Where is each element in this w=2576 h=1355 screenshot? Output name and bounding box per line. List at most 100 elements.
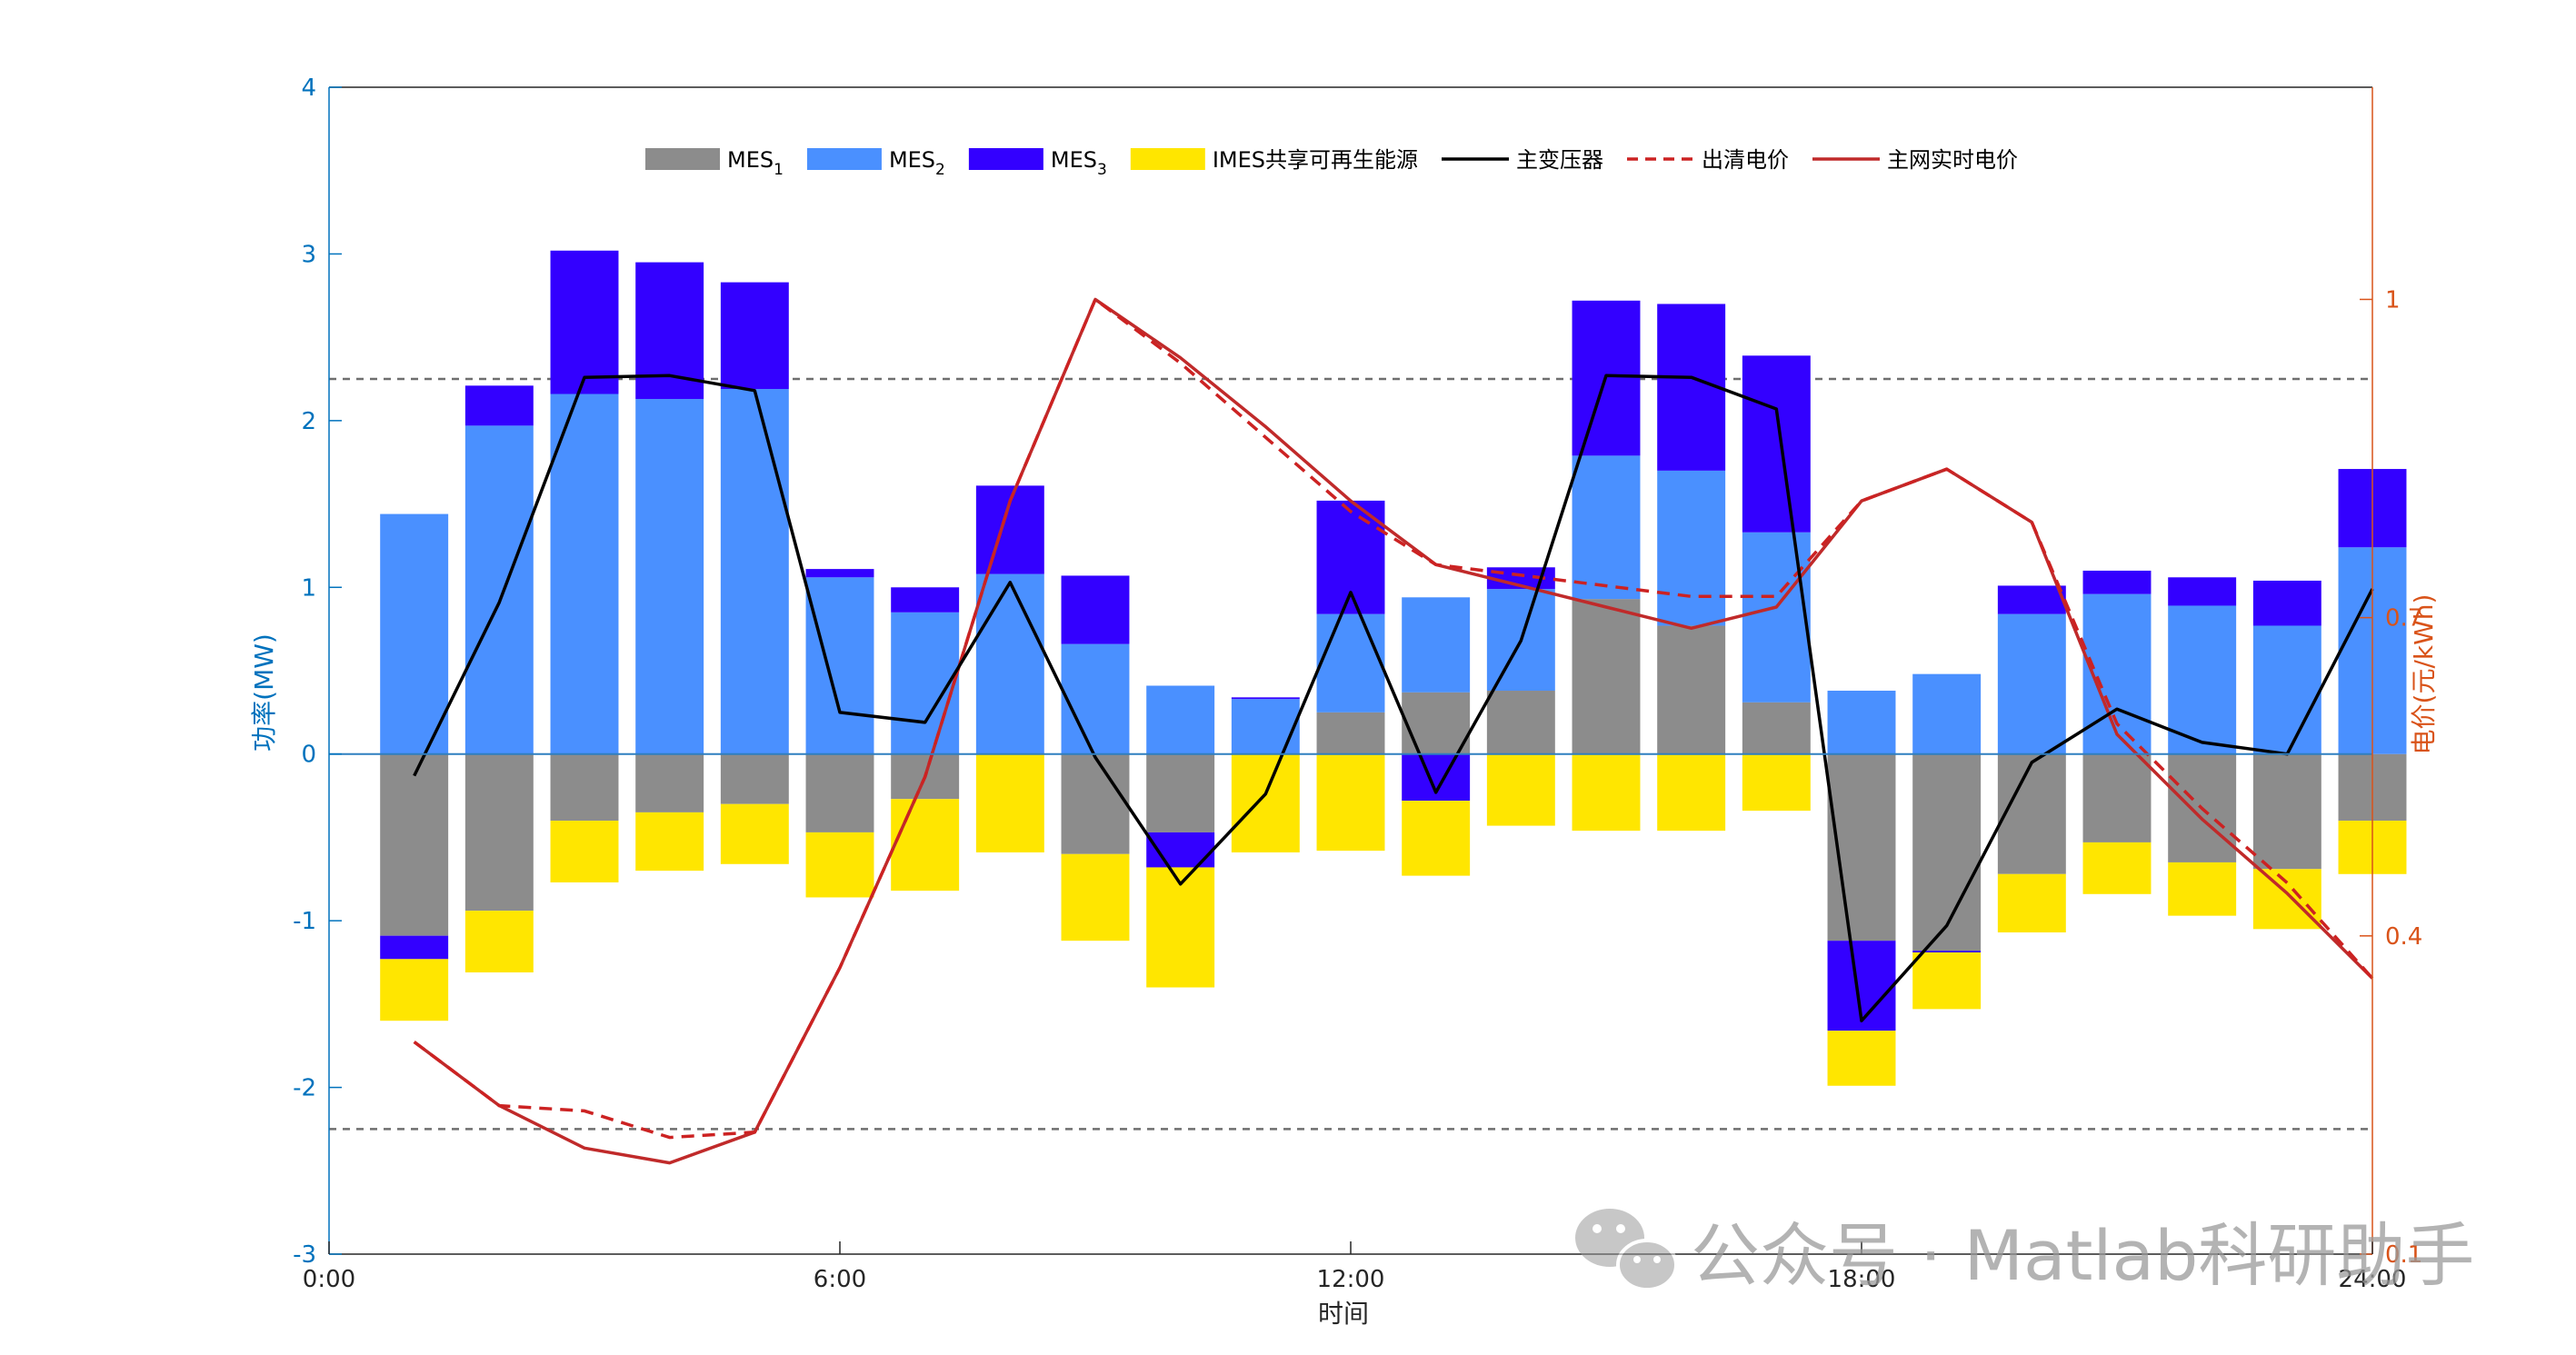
bar-mes2 [1912,673,1982,754]
bar-mes3 [2168,577,2237,606]
bar-mes2 [380,513,449,754]
bar-mes1 [1572,599,1641,754]
x-tick-label: 18:00 [1828,1266,1896,1293]
bar-mes2 [975,573,1044,754]
bar-mes3 [1061,575,1130,644]
bar-mes1 [550,753,619,822]
y-tick-label-left: -2 [293,1075,316,1102]
bar-renew [1657,753,1726,832]
legend-item-renew: IMES共享可再生能源 [1130,147,1418,173]
legend-label: IMES共享可再生能源 [1213,147,1418,173]
bar-mes3 [380,935,449,960]
bar-renew [464,911,534,973]
bar-mes3 [1912,951,1982,952]
bar-mes2 [1997,613,2066,754]
bar-mes3 [805,569,874,578]
legend-label-subscript: 1 [774,161,784,179]
legend-label: 出清电价 [1702,147,1789,173]
bar-renew [2252,869,2321,930]
bar-renew [1486,753,1555,826]
bar-mes1 [1657,625,1726,754]
bar-mes3 [2252,580,2321,626]
x-tick-label: 0:00 [303,1266,355,1293]
watermark-text: 公众号 · Matlab科研助手 [1691,1215,2474,1296]
bar-mes1 [464,753,534,912]
bar-mes2 [1061,643,1130,754]
legend-label: 主网实时电价 [1887,147,2018,173]
y-axis-label-left: 功率(MW) [249,633,279,752]
bar-mes2 [1316,613,1385,712]
x-axis-label: 时间 [1318,1299,1369,1329]
bar-renew [1316,753,1385,852]
bar-series [380,250,2407,1086]
y-tick-label-right: 0.4 [2385,923,2422,951]
y-tick-label-left: 0 [301,742,316,769]
bar-mes1 [1912,753,1982,951]
bar-renew [1402,801,1471,876]
bar-mes1 [1997,753,2066,874]
bar-renew [720,803,789,864]
y-tick-label-right: 0.7 [2385,605,2422,633]
series-line-transformer [413,374,2374,1022]
legend-label: MES1 [727,147,784,179]
bar-mes2 [805,577,874,754]
bar-renew [1742,753,1811,812]
y-tick-label-left: 4 [301,75,316,102]
legend-swatch [645,148,720,170]
legend-label: 主变压器 [1516,147,1603,173]
bar-mes1 [1742,702,1811,754]
bar-renew [891,799,960,892]
bar-mes2 [1742,532,1811,702]
bar-mes2 [1657,470,1726,626]
bar-mes1 [1402,692,1471,754]
bar-mes2 [1572,455,1641,600]
legend-item-mes3: MES3 [968,147,1107,179]
bar-mes1 [2252,753,2321,870]
bar-renew [1827,1031,1896,1086]
legend-swatch [1130,148,1205,170]
legend-label: MES2 [889,147,945,179]
bar-mes3 [1742,355,1811,533]
bar-renew [805,832,874,898]
bar-renew [380,959,449,1021]
x-tick-label: 24:00 [2339,1266,2407,1293]
x-tick-label: 6:00 [814,1266,866,1293]
bar-renew [1061,853,1130,942]
legend-swatch [806,148,882,170]
bar-mes1 [720,753,789,804]
bar-renew [1146,867,1215,988]
y-tick-label-left: 3 [301,241,316,268]
bar-renew [2168,862,2237,916]
y-tick-label-right: 0.1 [2385,1241,2422,1269]
bar-mes1 [1061,753,1130,854]
bar-mes3 [1997,585,2066,614]
bar-renew [1912,951,1982,1010]
bar-renew [1997,873,2066,932]
bar-mes1 [805,753,874,832]
watermark: 公众号 · Matlab科研助手 [1575,1209,2474,1296]
legend-item-transformer: 主变压器 [1442,147,1603,173]
y-tick-label-left: 1 [301,574,316,602]
bar-mes1 [2082,753,2152,842]
bar-mes2 [1827,691,1896,754]
bar-renew [2082,842,2152,894]
y-tick-label-left: -1 [293,908,316,935]
bar-renew [550,821,619,882]
legend-label-subscript: 2 [935,161,945,179]
bar-mes1 [380,753,449,936]
legend-item-clearing: 出清电价 [1627,147,1789,173]
axes: -3 -2 -1 0 1 2 3 4 0.1 0.4 0.7 1 0:00 6:00 12:00 18:00 2… [293,75,2422,1293]
line-series [413,296,2374,1165]
legend-item-mes1: MES1 [645,147,784,179]
legend-item-grid: 主网实时电价 [1812,147,2018,173]
bar-renew [635,812,704,872]
bar-mes2 [464,425,534,754]
legend-label-subscript: 3 [1097,161,1107,179]
bar-renew [975,753,1044,852]
bar-mes3 [1231,697,1300,700]
y-tick-label-left: 2 [301,408,316,435]
bar-mes2 [550,394,619,754]
bar-mes2 [635,399,704,754]
y-tick-label-right: 1 [2385,286,2401,314]
